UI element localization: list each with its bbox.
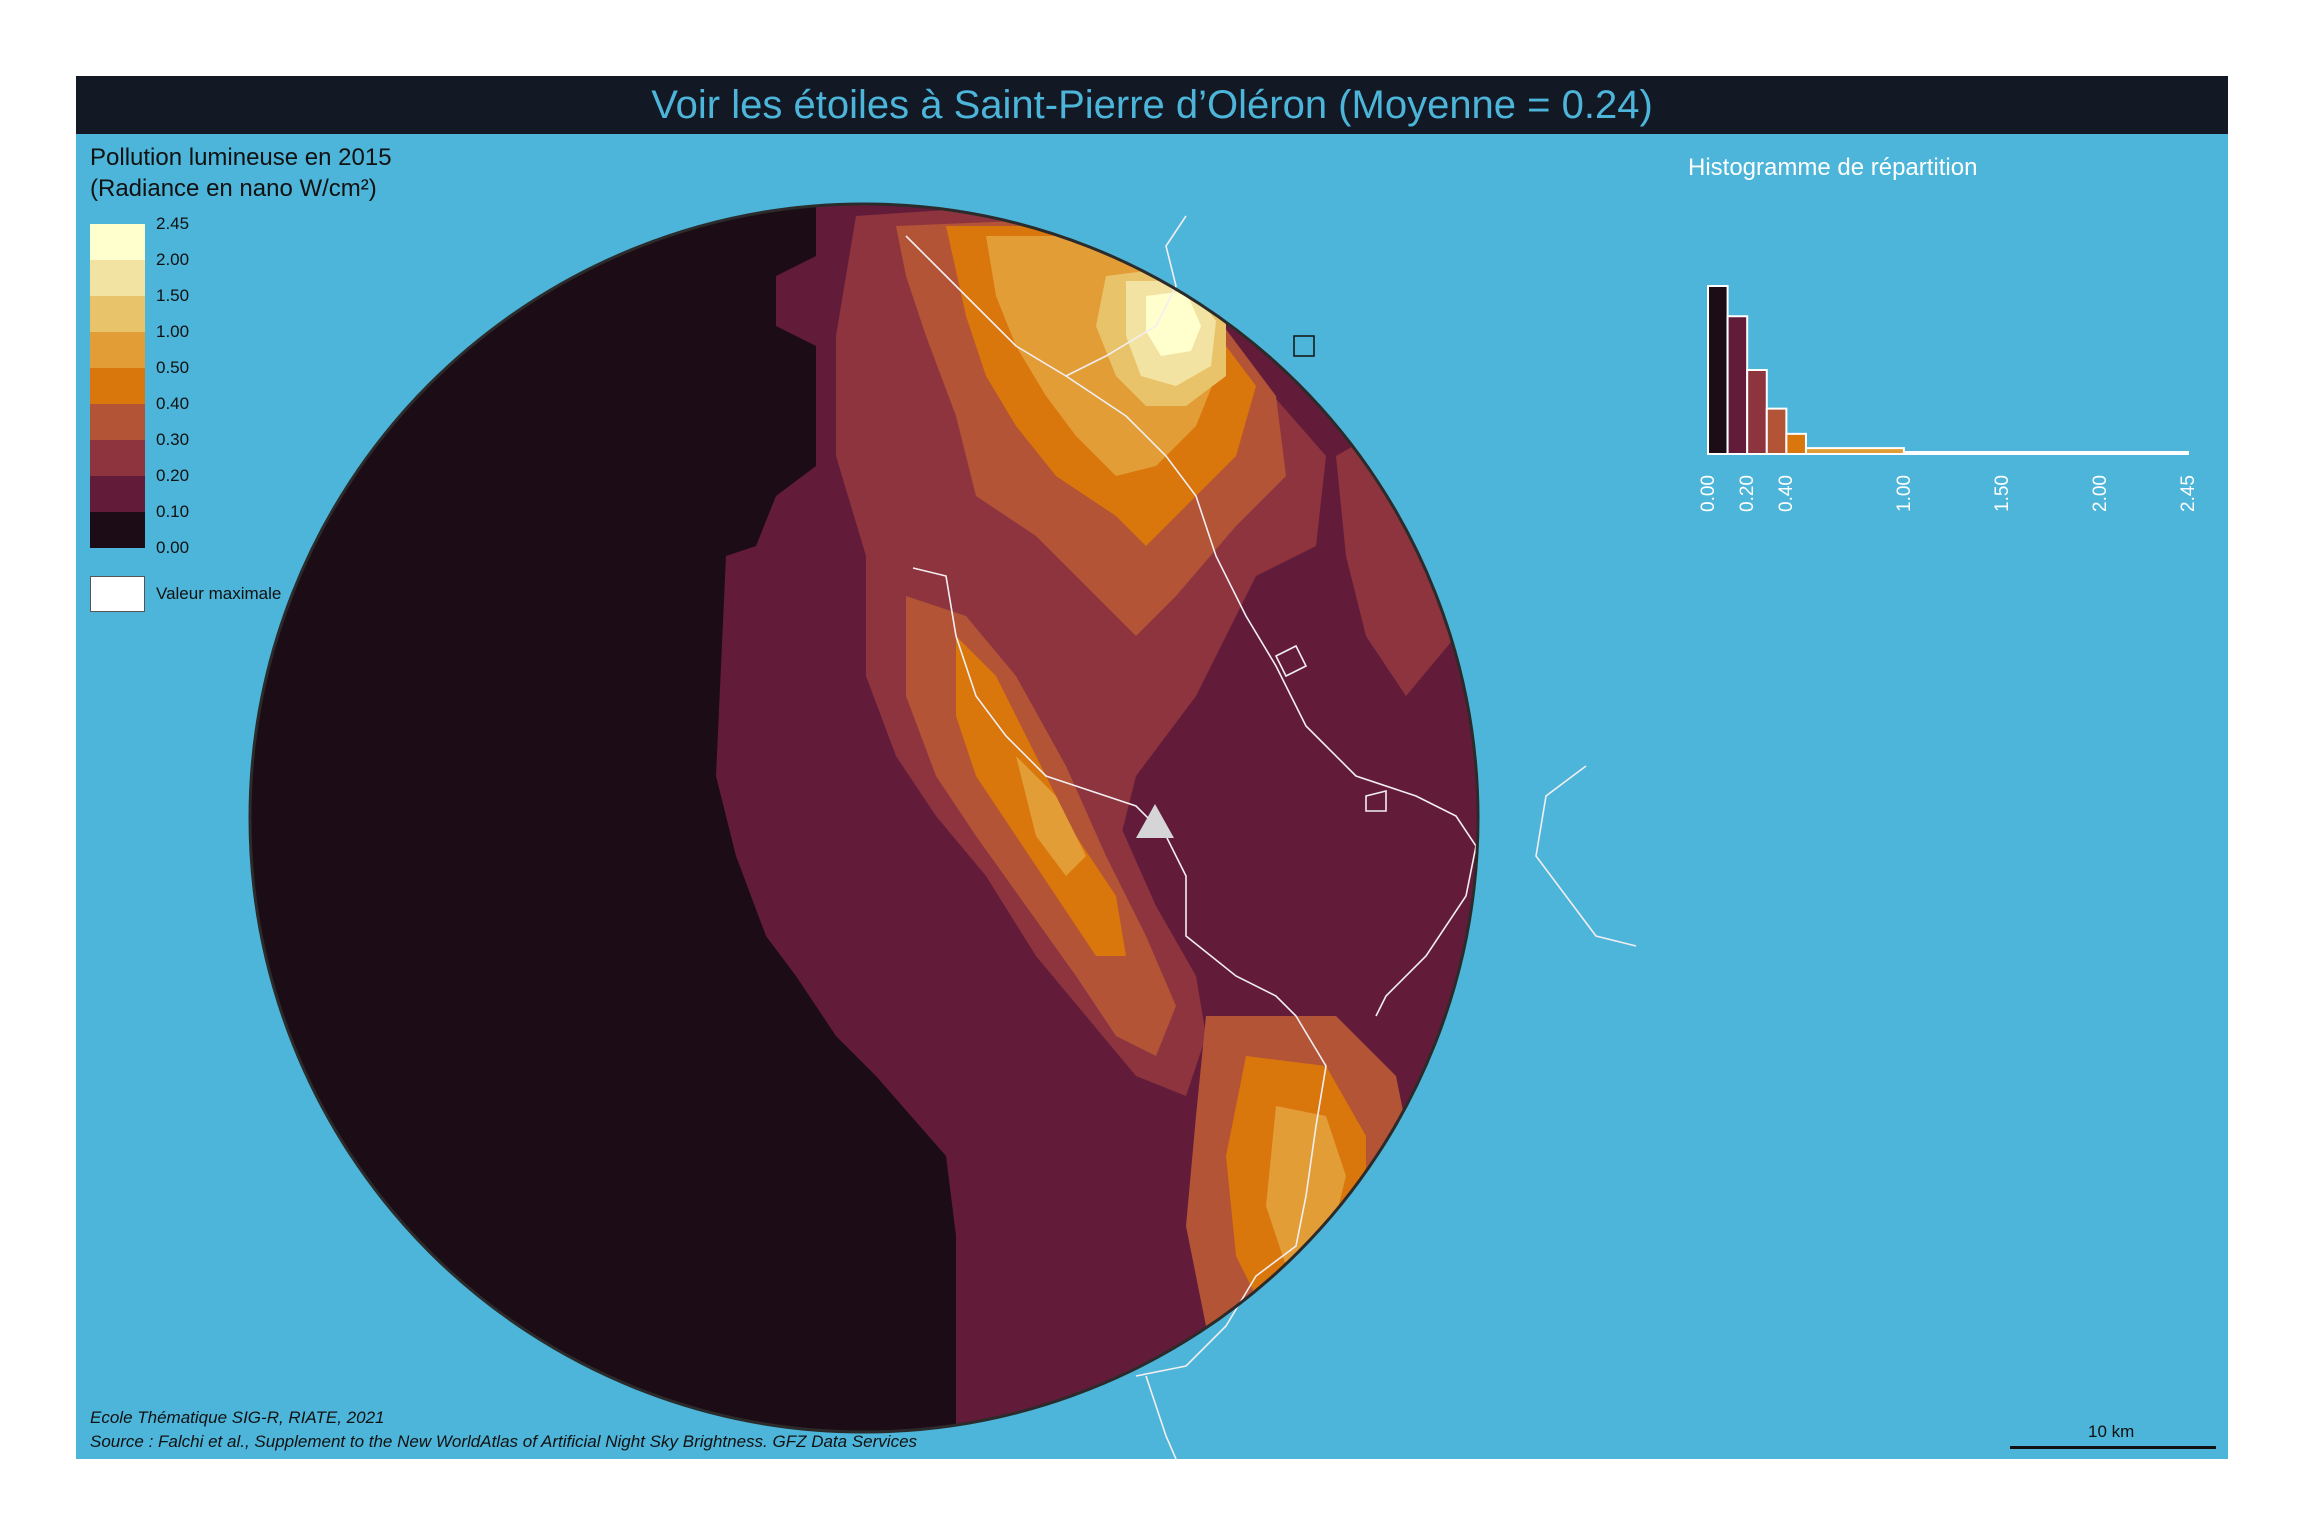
legend-max-label: Valeur maximale (156, 584, 282, 603)
legend-swatch (90, 512, 145, 548)
histogram-bar (1707, 285, 1729, 455)
histogram-bar (1785, 432, 1807, 455)
legend-title-line1: Pollution lumineuse en 2015 (90, 144, 392, 171)
legend-title-line2: (Radiance en nano W/cm²) (90, 175, 377, 202)
histogram (1707, 285, 2190, 456)
legend-swatch (90, 296, 145, 332)
radiance-map (248, 202, 2190, 1459)
legend-swatch (90, 332, 145, 368)
histogram-tick-label: 2.45 (2178, 475, 2199, 512)
legend-break-label: 1.50 (156, 286, 190, 305)
histogram-tick-label: 0.40 (1776, 475, 1798, 512)
legend-break-label: 0.10 (156, 502, 190, 521)
histogram-tick-label: 1.50 (1991, 475, 2013, 512)
scale-label: 10 km (2088, 1422, 2135, 1441)
legend-swatch (90, 476, 145, 512)
legend-break-label: 0.20 (156, 466, 190, 485)
legend-swatch (90, 224, 145, 260)
histogram-bar (2098, 451, 2190, 455)
legend-break-label: 0.00 (156, 538, 190, 557)
credits-line1: Ecole Thématique SIG-R, RIATE, 2021 (90, 1408, 385, 1427)
max-value-marker (1293, 335, 1315, 357)
ocean-dark-zone (250, 204, 956, 1432)
histogram-bar (1726, 315, 1749, 455)
histogram-bar (1746, 369, 1768, 455)
scale-bar (2010, 1446, 2216, 1449)
histogram-tick-label: 0.00 (1698, 475, 1719, 512)
legend-break-label: 1.00 (156, 322, 190, 341)
legend-swatch (90, 404, 145, 440)
legend-break-label: 2.00 (156, 250, 190, 269)
legend-swatch (90, 368, 145, 404)
histogram-bar (1902, 451, 2003, 455)
legend-title: Pollution lumineuse en 2015 (Radiance en… (90, 142, 392, 204)
histogram-title: Histogramme de répartition (1688, 154, 1978, 181)
histogram-tick-label: 1.00 (1893, 475, 1915, 512)
histogram-bar (2000, 451, 2101, 455)
legend-break-label: 0.40 (156, 394, 190, 413)
histogram-tick-label: 0.20 (1737, 475, 1759, 512)
legend-break-label: 0.50 (156, 358, 190, 377)
legend-max-swatch (90, 576, 145, 612)
legend-swatch (90, 440, 145, 476)
histogram-bar (1765, 407, 1788, 456)
map-title: Voir les étoiles à Saint-Pierre d’Oléron… (76, 76, 2228, 134)
radiance-raster (250, 204, 1478, 1432)
legend-swatch (90, 260, 145, 296)
map-frame: Voir les étoiles à Saint-Pierre d’Oléron… (76, 76, 2228, 1459)
location-triangle (1136, 804, 1174, 838)
legend-break-label: 0.30 (156, 430, 190, 449)
histogram-tick-label: 2.00 (2089, 475, 2111, 512)
coastlines (905, 215, 1637, 1459)
credits-line2: Source : Falchi et al., Supplement to th… (90, 1432, 918, 1451)
credits: Ecole Thématique SIG-R, RIATE, 2021 Sour… (90, 1406, 917, 1454)
legend-break-label: 2.45 (156, 214, 190, 233)
histogram-bar (1804, 447, 1905, 455)
